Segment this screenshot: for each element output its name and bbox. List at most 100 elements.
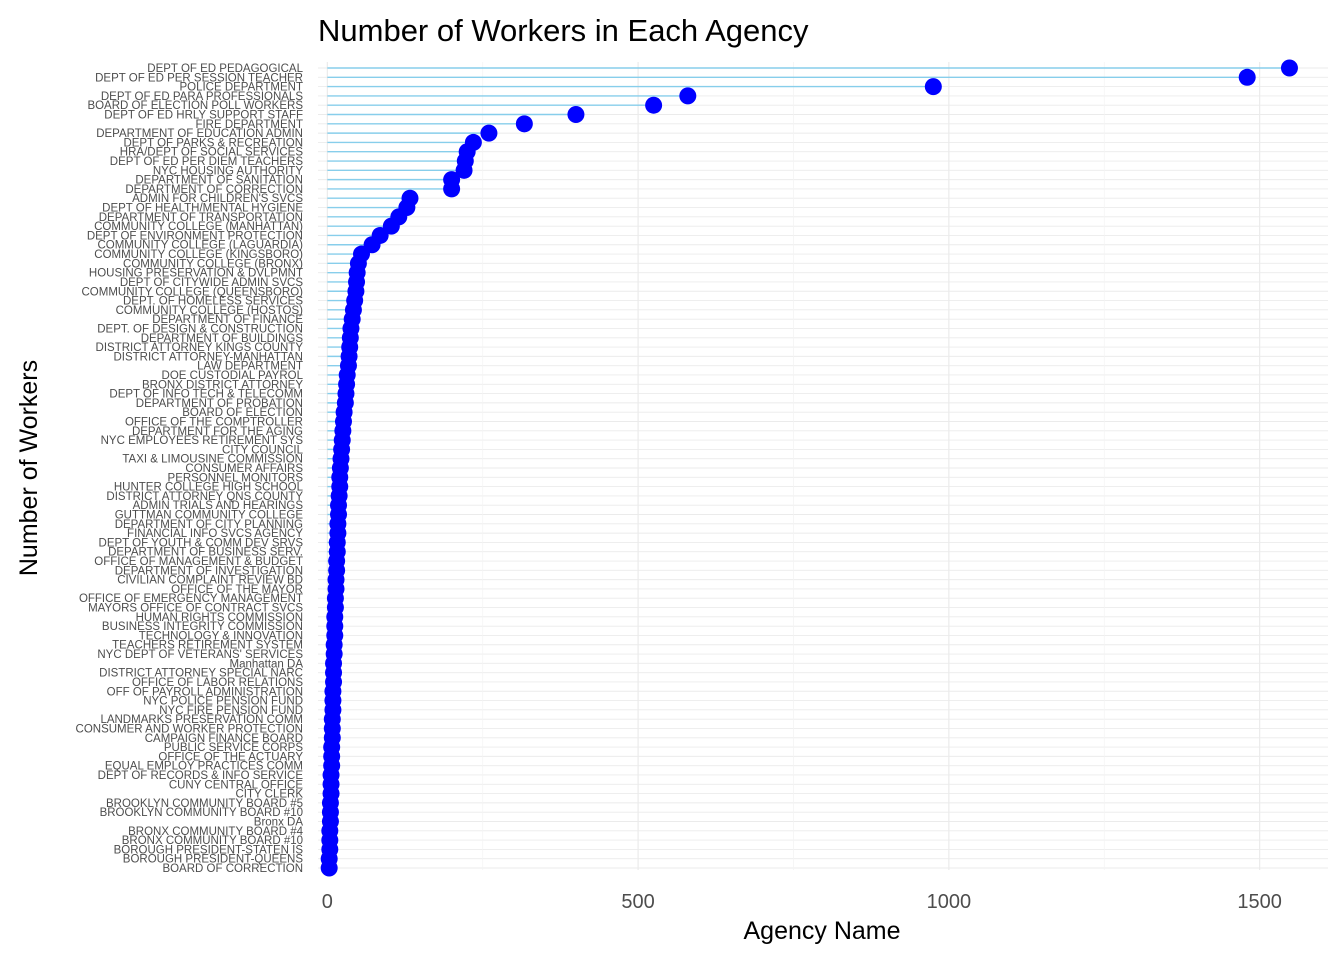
category-label: ADMIN FOR CHILDREN'S SVCS (132, 193, 303, 205)
category-label: DEPT. OF HOMELESS SERVICES (123, 296, 303, 308)
category-label: BUSINESS INTEGRITY COMMISSION (102, 621, 303, 633)
category-label: FINANCIAL INFO SVCS AGENCY (127, 528, 303, 540)
category-label: DEPT OF PARKS & RECREATION (123, 137, 303, 149)
lollipop-point (382, 217, 400, 235)
category-label: MAYORS OFFICE OF CONTRACT SVCS (88, 603, 303, 615)
category-label: NYC POLICE PENSION FUND (143, 696, 303, 708)
category-label: BOROUGH PRESIDENT-QUEENS (123, 854, 304, 866)
category-label: OFFICE OF EMERGENCY MANAGEMENT (79, 593, 303, 605)
category-label: DISTRICT ATTORNEY-MANHATTAN (113, 351, 303, 363)
category-label: DISTRICT ATTORNEY QNS COUNTY (106, 491, 303, 503)
category-label: DEPT OF ED PEDAGOGICAL (147, 63, 303, 75)
category-label: FIRE DEPARTMENT (195, 119, 303, 131)
lollipop-point (480, 124, 498, 142)
category-label: COMMUNITY COLLEGE (LAGUARDIA) (97, 240, 303, 252)
category-label: DEPARTMENT OF INVESTIGATION (115, 565, 303, 577)
lollipop-point (443, 180, 461, 198)
lollipop-point (320, 859, 338, 877)
lollipop-point (1280, 59, 1298, 77)
category-label: BRONX COMMUNITY BOARD #10 (122, 835, 303, 847)
category-label: DEPARTMENT FOR THE AGING (132, 426, 303, 438)
category-label: PUBLIC SERVICE CORPS (164, 742, 303, 754)
category-label: DISTRICT ATTORNEY SPECIAL NARC (99, 668, 303, 680)
category-label: BOARD OF ELECTION (182, 407, 303, 419)
category-label: BOARD OF CORRECTION (162, 863, 303, 875)
category-label: DEPT OF ED HRLY SUPPORT STAFF (104, 110, 303, 122)
category-label: DEPARTMENT OF BUILDINGS (141, 333, 304, 345)
category-label: DEPT OF YOUTH & COMM DEV SRVS (99, 537, 304, 549)
category-label: COMMUNITY COLLEGE (HOSTOS) (116, 305, 304, 317)
category-label: POLICE DEPARTMENT (179, 82, 303, 94)
category-label: DOE CUSTODIAL PAYROL (162, 370, 304, 382)
category-label: DEPT OF INFO TECH & TELECOMM (109, 389, 303, 401)
category-label: BROOKLYN COMMUNITY BOARD #10 (100, 807, 303, 819)
category-label: EQUAL EMPLOY PRACTICES COMM (105, 761, 303, 773)
category-label: Manhattan DA (229, 658, 303, 670)
category-label: COMMUNITY COLLEGE (MANHATTAN) (94, 221, 303, 233)
category-label: DEPT OF RECORDS & INFO SERVICE (98, 770, 304, 782)
grid-layer (318, 62, 1328, 870)
category-label: DEPT OF CITYWIDE ADMIN SVCS (120, 277, 303, 289)
category-label: DEPARTMENT OF CITY PLANNING (115, 519, 303, 531)
category-label: TAXI & LIMOUSINE COMMISSION (122, 454, 303, 466)
category-label: Bronx DA (254, 816, 304, 828)
category-label: HUMAN RIGHTS COMMISSION (136, 612, 303, 624)
category-label: COMMUNITY COLLEGE (BRONX) (123, 258, 303, 270)
category-label: CONSUMER AND WORKER PROTECTION (76, 723, 303, 735)
category-label: BOROUGH PRESIDENT-STATEN IS (114, 844, 304, 856)
category-label: HUNTER COLLEGE HIGH SCHOOL (114, 482, 304, 494)
category-label: DEPT OF ENVIRONMENT PROTECTION (87, 230, 303, 242)
category-label: DEPT. OF DESIGN & CONSTRUCTION (97, 323, 303, 335)
category-label: LAW DEPARTMENT (197, 361, 303, 373)
category-label: NYC EMPLOYEES RETIREMENT SYS (101, 435, 304, 447)
category-label: NYC FIRE PENSION FUND (159, 705, 303, 717)
category-label: BROOKLYN COMMUNITY BOARD #5 (106, 798, 303, 810)
category-label: CITY CLERK (235, 789, 303, 801)
x-tick-label: 1500 (1237, 891, 1282, 913)
lollipop-point (679, 87, 697, 105)
category-label: DEPARTMENT OF EDUCATION ADMIN (96, 128, 303, 140)
category-label: NYC HOUSING AUTHORITY (153, 165, 303, 177)
category-label: DEPT OF ED PARA PROFESSIONALS (101, 91, 303, 103)
chart-title: Number of Workers in Each Agency (318, 13, 809, 48)
lollipop-point (455, 161, 473, 179)
lollipop-point (645, 96, 663, 114)
lollipop-point (924, 78, 942, 96)
point-layer (320, 59, 1298, 877)
category-label: OFFICE OF LABOR RELATIONS (132, 677, 303, 689)
category-label: DEPARTMENT OF TRANSPORTATION (99, 212, 303, 224)
category-label: DEPT OF ED PER SESSION TEACHER (95, 72, 303, 84)
x-tick-labels: 0 500 1000 1500 (322, 891, 1282, 913)
category-label: CIVILIAN COMPLAINT REVIEW BD (117, 575, 303, 587)
y-axis-title: Number of Workers (15, 360, 43, 576)
category-label: OFFICE OF MANAGEMENT & BUDGET (94, 556, 303, 568)
category-label: DEPT OF HEALTH/MENTAL HYGIENE (102, 203, 303, 215)
category-label: DEPARTMENT OF FINANCE (152, 314, 303, 326)
category-label: HOUSING PRESERVATION & DVLPMNT (89, 268, 303, 280)
category-label: OFFICE OF THE ACTUARY (158, 751, 303, 763)
category-label: ADMIN TRIALS AND HEARINGS (133, 500, 304, 512)
category-label: COMMUNITY COLLEGE (QUEENSBORO) (81, 286, 303, 298)
category-label: DEPARTMENT OF BUSINESS SERV. (108, 547, 303, 559)
x-axis-title: Agency Name (743, 917, 900, 945)
x-tick-label: 0 (322, 891, 333, 913)
lollipop-point (515, 115, 533, 133)
category-label: CITY COUNCIL (222, 444, 304, 456)
category-label: CUNY CENTRAL OFFICE (169, 779, 304, 791)
category-label: TECHNOLOGY & INNOVATION (139, 630, 303, 642)
category-label: NYC DEPT OF VETERANS' SERVICES (97, 649, 303, 661)
category-label: DEPT OF ED PER DIEM TEACHERS (110, 156, 304, 168)
category-label: BRONX DISTRICT ATTORNEY (142, 379, 303, 391)
category-label: PERSONNEL MONITORS (168, 472, 304, 484)
category-label: DEPARTMENT OF CORRECTION (125, 184, 303, 196)
x-tick-label: 1000 (927, 891, 972, 913)
category-label: COMMUNITY COLLEGE (KINGSBORO) (94, 249, 303, 261)
category-label: DEPARTMENT OF SANITATION (135, 175, 303, 187)
category-label: OFF OF PAYROLL ADMINISTRATION (107, 686, 303, 698)
lollipop-point (567, 106, 585, 124)
category-label: GUTTMAN COMMUNITY COLLEGE (115, 510, 304, 522)
category-label: BRONX COMMUNITY BOARD #4 (128, 826, 303, 838)
